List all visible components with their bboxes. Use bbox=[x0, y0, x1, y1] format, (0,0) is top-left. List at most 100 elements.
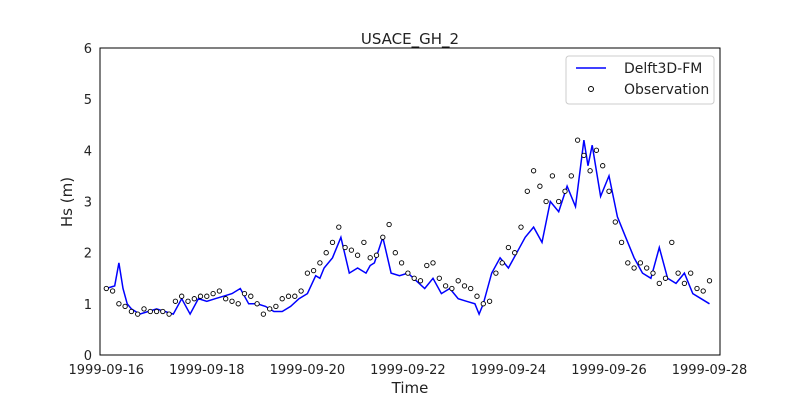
observation-point bbox=[650, 270, 656, 276]
observation-point bbox=[223, 296, 229, 302]
observation-point bbox=[147, 308, 153, 315]
observation-point bbox=[392, 250, 398, 256]
observation-point bbox=[267, 306, 273, 312]
observation-point bbox=[524, 188, 530, 194]
observation-point bbox=[543, 198, 549, 205]
x-tick-label: 1999-09-26 bbox=[571, 363, 647, 378]
axes-frame bbox=[99, 47, 721, 356]
observation-point bbox=[153, 308, 160, 315]
observation-point bbox=[600, 163, 606, 169]
x-tick-label: 1999-09-20 bbox=[270, 363, 346, 378]
observation-point bbox=[706, 278, 713, 284]
legend-label-delft3d-fm: Delft3D-FM bbox=[624, 61, 702, 77]
y-tick-label: 4 bbox=[84, 144, 92, 159]
observation-point bbox=[688, 270, 694, 276]
observation-point bbox=[304, 270, 311, 276]
observation-point bbox=[442, 283, 449, 289]
observation-point bbox=[348, 247, 355, 253]
chart-title: USACE_GH_2 bbox=[361, 30, 459, 49]
x-tick-label: 1999-09-16 bbox=[69, 363, 145, 378]
observation-point bbox=[380, 234, 386, 240]
observation-point bbox=[122, 303, 128, 310]
observation-point bbox=[530, 168, 537, 174]
observation-point bbox=[342, 244, 348, 251]
observation-point bbox=[474, 293, 480, 299]
observation-point bbox=[172, 298, 179, 304]
y-tick-label: 0 bbox=[84, 349, 92, 364]
observation-point bbox=[235, 301, 241, 307]
observation-point bbox=[455, 278, 461, 284]
observation-point bbox=[361, 239, 367, 246]
observation-point bbox=[606, 188, 612, 194]
observation-point bbox=[537, 183, 543, 189]
observation-point bbox=[373, 252, 380, 258]
observation-point bbox=[116, 301, 122, 307]
y-tick-label: 1 bbox=[84, 298, 92, 313]
observation-point bbox=[681, 280, 688, 287]
observation-point bbox=[631, 265, 637, 271]
observation-point bbox=[562, 188, 568, 194]
x-tick-label: 1999-09-28 bbox=[672, 363, 748, 378]
observation-point bbox=[273, 303, 279, 310]
observation-point bbox=[669, 239, 675, 246]
observation-point bbox=[436, 275, 442, 281]
y-tick-label: 5 bbox=[84, 93, 92, 108]
observation-point bbox=[354, 252, 361, 258]
observation-point bbox=[656, 280, 662, 287]
observation-point bbox=[285, 293, 292, 299]
observation-point bbox=[160, 308, 166, 315]
observation-point bbox=[625, 260, 631, 266]
observation-point bbox=[329, 239, 336, 246]
y-tick-label: 3 bbox=[84, 196, 92, 211]
observation-point bbox=[411, 275, 417, 281]
y-tick-label: 6 bbox=[84, 42, 92, 57]
x-axis-label: Time bbox=[391, 379, 429, 397]
observation-point bbox=[398, 260, 405, 266]
observation-point bbox=[556, 198, 562, 205]
legend-marker-observation bbox=[588, 86, 594, 92]
observation-point bbox=[568, 173, 574, 179]
observation-point bbox=[480, 301, 486, 307]
observation-point bbox=[191, 296, 197, 302]
observation-point bbox=[336, 224, 342, 230]
observation-point bbox=[612, 219, 618, 225]
observation-point bbox=[662, 275, 669, 281]
y-axis-label: Hs (m) bbox=[58, 177, 76, 227]
observation-point bbox=[241, 290, 248, 297]
x-tick-label: 1999-09-18 bbox=[169, 363, 245, 378]
observation-point bbox=[310, 267, 317, 274]
observation-point bbox=[292, 293, 298, 299]
observation-point bbox=[518, 224, 524, 230]
observation-point bbox=[141, 306, 147, 312]
observation-point bbox=[700, 288, 706, 294]
observation-point bbox=[197, 293, 204, 299]
observation-point bbox=[103, 285, 109, 292]
series-line-delft3d-fm bbox=[106, 139, 710, 317]
observation-point bbox=[298, 288, 304, 294]
observation-point bbox=[216, 288, 223, 294]
y-axis-ticks: 0 1 2 3 4 5 6 bbox=[84, 42, 92, 364]
observation-point bbox=[574, 137, 581, 143]
observation-point bbox=[254, 301, 260, 307]
x-tick-label: 1999-09-22 bbox=[370, 363, 446, 378]
observation-point bbox=[179, 293, 185, 299]
observation-point bbox=[486, 298, 493, 304]
x-tick-label: 1999-09-24 bbox=[471, 363, 547, 378]
observation-point bbox=[512, 250, 518, 256]
x-axis-ticks: 1999-09-16 1999-09-18 1999-09-20 1999-09-22… bbox=[69, 363, 748, 378]
observation-point bbox=[248, 293, 254, 299]
observation-point bbox=[430, 260, 436, 266]
observation-point bbox=[386, 221, 392, 228]
observation-point bbox=[424, 262, 430, 269]
observation-point bbox=[449, 285, 455, 292]
y-tick-label: 2 bbox=[84, 247, 92, 262]
observation-point bbox=[593, 147, 600, 153]
observation-point bbox=[260, 311, 267, 317]
observation-point bbox=[675, 270, 681, 276]
observation-point bbox=[166, 311, 172, 317]
observation-point bbox=[499, 260, 505, 266]
observation-point bbox=[493, 270, 499, 276]
observation-point bbox=[618, 239, 625, 246]
observation-point bbox=[587, 168, 593, 174]
